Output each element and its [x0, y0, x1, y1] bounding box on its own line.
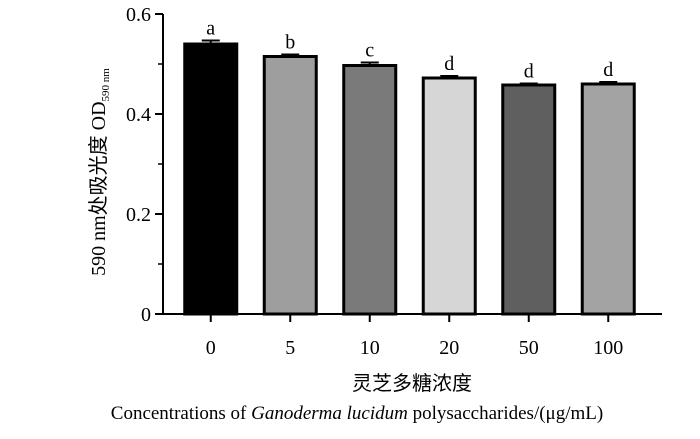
y-tick-label: 0.4 — [126, 104, 151, 126]
x-axis-label-chinese: 灵芝多糖浓度 — [352, 372, 472, 395]
bar-20 — [421, 76, 477, 316]
significance-label-100: d — [603, 59, 613, 81]
significance-label-0: a — [206, 18, 215, 40]
significance-label-50: d — [524, 61, 534, 83]
y-axis-label-subscript: 590 nm — [100, 68, 112, 102]
x-axis-label-english-suffix: polysaccharides/(μg/mL) — [408, 403, 603, 424]
y-tick-label: 0 — [141, 304, 151, 326]
significance-label-5: b — [285, 32, 295, 54]
x-tick-label-0: 0 — [206, 337, 216, 359]
bar-100 — [580, 82, 636, 316]
y-axis-label: 590 nm处吸光度 OD590 nm — [87, 68, 112, 276]
y-axis-label-main: 590 nm处吸光度 OD — [87, 101, 110, 275]
x-axis-label-english-italic: Ganoderma lucidum — [251, 403, 408, 424]
x-tick-label-50: 50 — [519, 337, 539, 359]
y-ticks-group: 0 0.2 0.4 0.6 — [126, 4, 163, 326]
x-axis-label-english: Concentrations of Ganoderma lucidum poly… — [111, 403, 603, 424]
bar-10 — [342, 64, 398, 316]
significance-labels-group: a b c d d d — [206, 18, 613, 83]
x-tick-label-100: 100 — [593, 337, 623, 359]
x-ticks-group: 0 5 10 20 50 100 — [206, 314, 623, 359]
x-tick-label-10: 10 — [360, 337, 380, 359]
y-tick-label: 0.6 — [126, 4, 151, 26]
bar-5 — [262, 55, 318, 316]
significance-label-20: d — [444, 53, 454, 75]
significance-label-10: c — [365, 40, 374, 62]
bar-0 — [183, 42, 239, 316]
x-tick-label-5: 5 — [285, 337, 295, 359]
x-tick-label-20: 20 — [439, 337, 459, 359]
y-tick-label: 0.2 — [126, 204, 151, 226]
x-axis-label-english-prefix: Concentrations of — [111, 403, 251, 424]
error-bars-group — [201, 39, 618, 85]
bar-50 — [501, 83, 557, 316]
bars-group — [183, 42, 636, 316]
